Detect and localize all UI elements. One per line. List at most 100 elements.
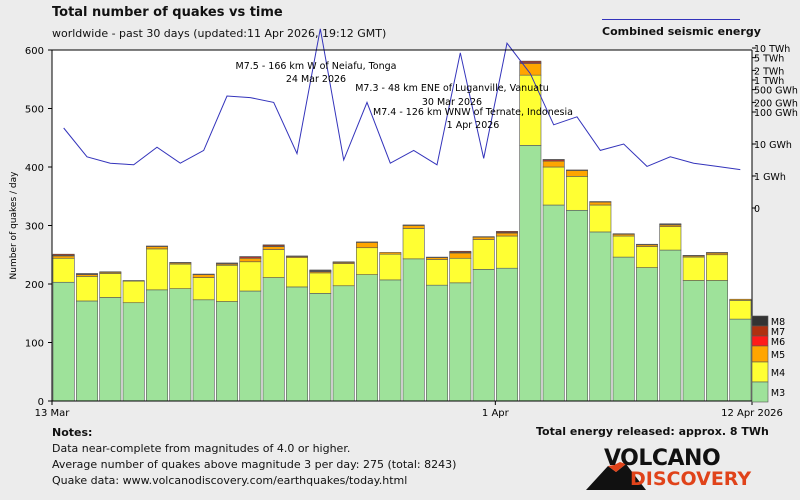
volcano-icon [586,462,646,490]
bar-m3 [52,281,75,402]
bar-m4 [262,249,285,278]
bar-m3 [99,297,122,402]
bar-m4 [706,254,728,281]
bar-m5 [496,232,518,237]
bar-m3 [519,145,542,402]
legend-swatch-m4 [751,361,769,383]
bar-m3 [542,204,565,402]
energy-tick-label: 200 GWh [754,98,798,109]
bar-m3 [122,302,145,402]
x-tick-label: 13 Mar [35,408,71,419]
bar-m4 [379,253,402,281]
notes-line-average: Average number of quakes above magnitude… [52,458,457,471]
bar-m3 [262,277,285,402]
energy-total: Total energy released: approx. 8 TWh [536,425,769,438]
bar-m3 [239,290,262,402]
bar-m4 [729,300,752,320]
volcanodiscovery-logo: VOLCANO DISCOVERY [586,446,751,492]
bar-m4 [99,273,122,298]
bar-m5 [52,255,75,259]
energy-legend-line [602,19,740,20]
bar-m5 [472,236,495,240]
bar-m7 [659,223,682,225]
bar-m3 [146,289,168,402]
bar-m4 [332,263,355,287]
bar-m7 [216,262,238,264]
bar-m7 [52,253,75,256]
bar-m3 [169,288,192,402]
chart-subtitle: worldwide - past 30 days (updated:11 Apr… [52,27,387,40]
bar-m7 [472,236,495,238]
bar-m7 [192,273,215,275]
bar-m6 [612,233,635,235]
bar-m4 [239,261,262,292]
bar-m3 [729,318,752,402]
legend-label-m3: M3 [771,388,785,399]
bar-m3 [356,274,378,402]
bar-m4 [612,235,635,258]
bar-m3 [449,282,472,402]
bar-m5 [146,246,168,250]
bar-m4 [682,256,705,281]
energy-tick-label: 5 TWh [754,54,784,65]
annotation-date: 1 Apr 2026 [447,120,500,131]
bar-m7 [519,60,542,63]
bar-m5 [589,201,612,206]
bar-m8 [309,269,332,271]
energy-tick-label: 10 TWh [754,44,790,55]
annotation-event: M7.4 - 126 km WNW of Ternate, Indonesia [373,107,573,118]
chart-title: Total number of quakes vs time [52,5,283,20]
bar-m6 [146,245,168,247]
bar-m3 [379,279,402,402]
bar-m4 [216,264,238,302]
bar-m4 [566,176,588,211]
bar-m4 [52,257,75,283]
bar-m3 [682,280,705,402]
y-axis-label: Number of quakes / day [9,171,19,280]
bar-m4 [589,204,612,233]
notes-line-completeness: Data near-complete from magnitudes of 4.… [52,442,351,455]
legend-label-m8: M8 [771,317,785,328]
logo-word-volcano: VOLCANO [604,446,721,471]
bar-m3 [659,249,682,402]
bar-m4 [472,239,495,270]
bar-m4 [169,263,192,289]
bar-m7 [99,271,122,273]
bar-m7 [262,244,285,247]
notes-line-source[interactable]: Quake data: www.volcanodiscovery.com/ear… [52,474,408,487]
bar-m6 [566,169,588,171]
bar-m3 [216,301,238,402]
bar-m3 [426,284,448,402]
bar-m3 [589,231,612,402]
logo-word-discovery: DISCOVERY [630,468,752,490]
bar-m5 [379,252,402,255]
annotation-event: M7.5 - 166 km W of Neiafu, Tonga [236,61,397,72]
y-tick-label: 600 [25,46,44,57]
bar-m3 [706,280,728,402]
y-tick-label: 400 [25,163,44,174]
bar-m4 [309,272,332,294]
bar-m5 [566,170,588,177]
bar-m4 [146,248,168,291]
legend-swatch-m5 [751,345,769,363]
legend-swatch-m7 [751,325,769,337]
energy-tick-label: 100 GWh [754,108,798,119]
bar-m3 [76,300,98,402]
bar-m3 [566,209,588,402]
bar-m5 [356,242,378,249]
bar-m5 [402,225,425,229]
bar-m5 [239,257,262,263]
energy-tick-label: 2 TWh [754,66,784,77]
bar-m5 [122,280,145,282]
bar-m4 [76,276,98,302]
bar-m7 [449,250,472,253]
legend-swatch-m8 [751,315,769,327]
bar-m6 [356,241,378,243]
bar-m7 [76,273,98,275]
bar-m3 [309,293,332,402]
bar-m3 [472,269,495,402]
notes-block: Notes: Data near-complete from magnitude… [52,425,456,489]
y-tick-label: 200 [25,280,44,291]
bar-m4 [496,235,518,269]
